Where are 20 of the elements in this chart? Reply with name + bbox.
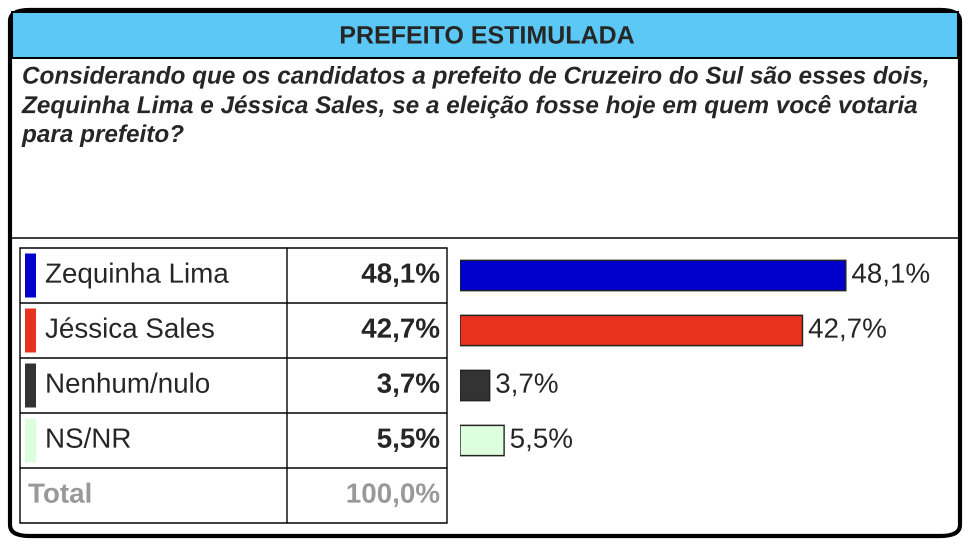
- data-label: 42,7%: [362, 318, 440, 342]
- text: 42,7%: [808, 318, 886, 342]
- bar: [460, 314, 804, 346]
- text: 3,7%: [496, 373, 558, 396]
- bar: [460, 260, 847, 292]
- text: 5,5%: [510, 428, 572, 452]
- data-label: 5,5%: [378, 428, 440, 452]
- bar: [460, 370, 490, 402]
- data-label: 3,7%: [377, 373, 440, 397]
- y-tick-label: Zequinha Lima: [46, 262, 229, 288]
- y-tick-label: Jéssica Sales: [45, 317, 214, 338]
- text: Total: [28, 482, 90, 503]
- text: 48,1%: [852, 263, 930, 286]
- y-tick-label: Nenhum/nulo: [47, 372, 210, 393]
- y-tick-label: NS/NR: [47, 428, 130, 448]
- text: 100,0%: [348, 483, 440, 507]
- data-label: 48,1%: [362, 263, 440, 287]
- chart-title: PREFEITO ESTIMULADA: [340, 26, 634, 44]
- chart-subtitle: Considerando que os candidatos a prefeito de Cruzeiro do Sul são esses dois, Zequinha Lima e Jéssica Sales, se a eleição fosse hoje em quem você votaria para prefeito?: [21, 66, 928, 148]
- bar: [460, 424, 505, 456]
